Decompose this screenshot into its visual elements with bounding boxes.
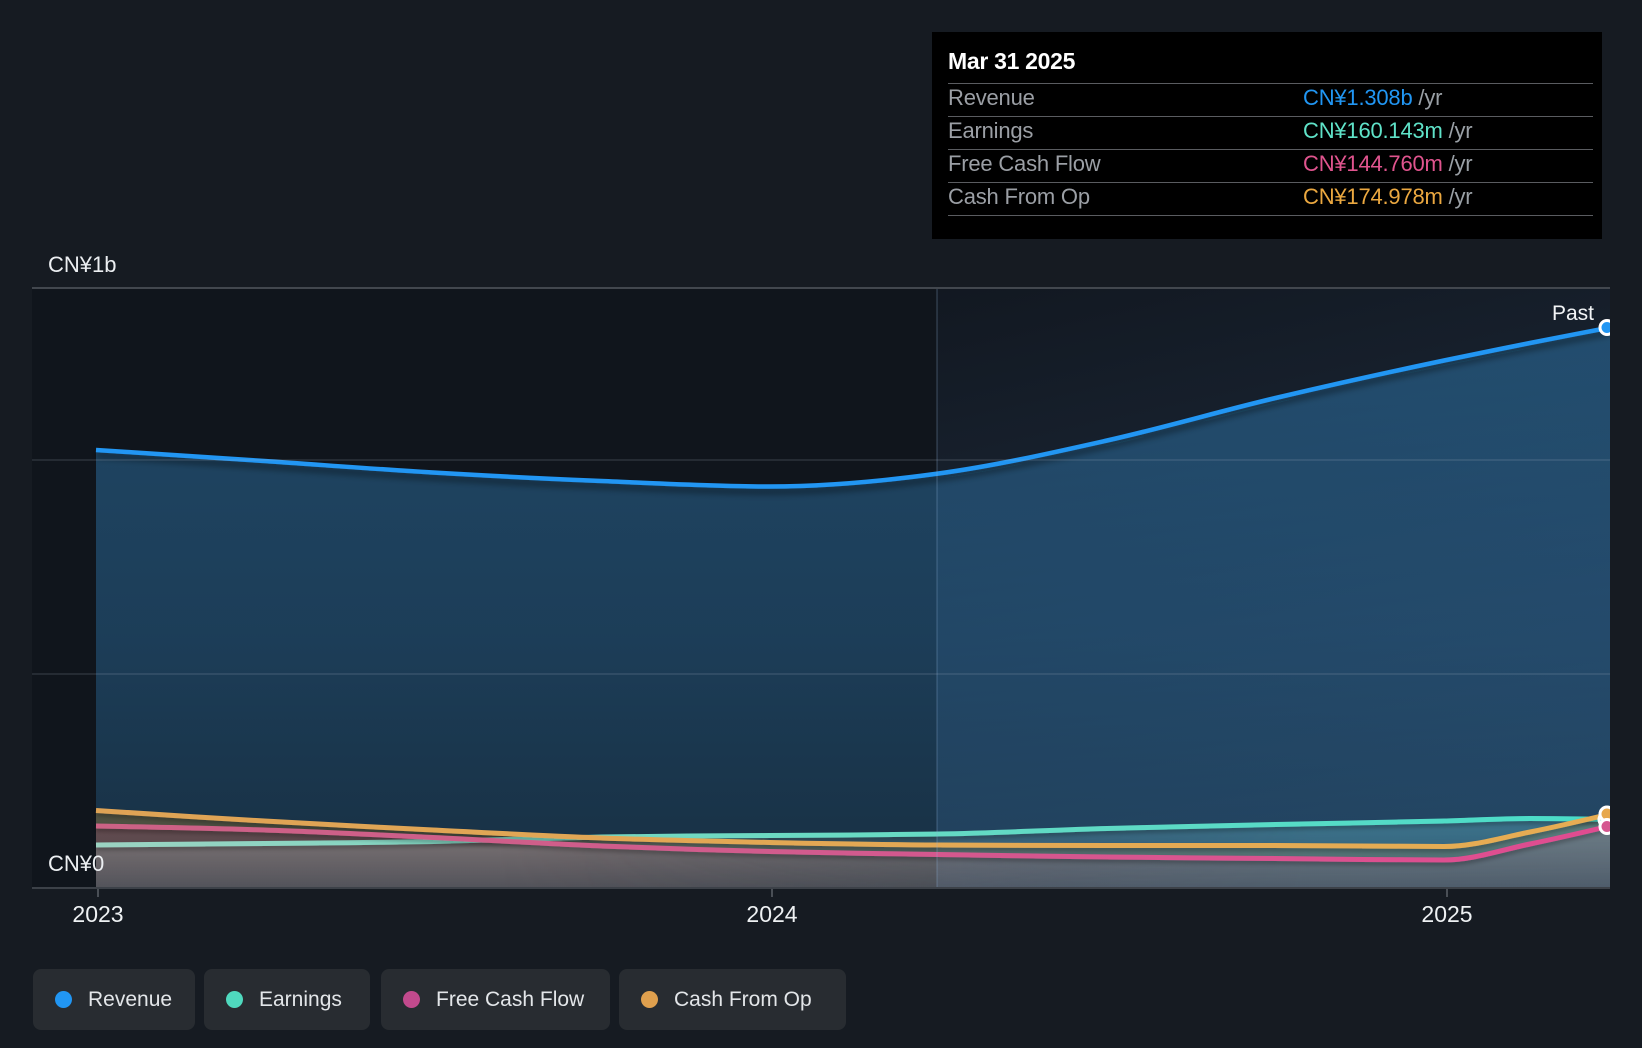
svg-text:2024: 2024 [746, 901, 797, 927]
svg-text:Past: Past [1552, 302, 1594, 325]
svg-text:2025: 2025 [1421, 901, 1472, 927]
svg-text:CN¥0: CN¥0 [48, 851, 104, 876]
svg-text:CN¥1b: CN¥1b [48, 252, 116, 277]
svg-text:2023: 2023 [72, 901, 123, 927]
